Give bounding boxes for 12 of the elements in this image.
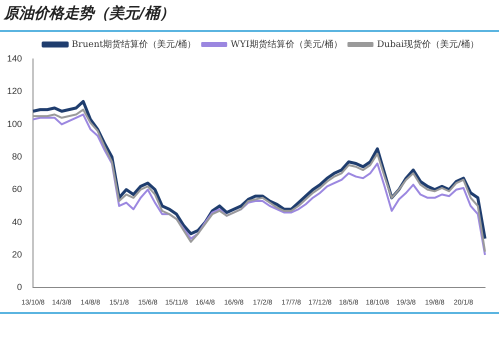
y-tick-label: 140 — [6, 53, 22, 64]
y-tick-label: 60 — [12, 184, 22, 194]
y-tick-label: 20 — [12, 249, 22, 260]
y-tick-label: 120 — [6, 86, 22, 96]
legend-label: Bruent期货结算价（美元/桶） — [72, 38, 196, 50]
y-tick-label: 100 — [6, 118, 22, 129]
y-tick-label: 80 — [12, 151, 22, 162]
legend-label: WYI期货结算价（美元/桶） — [230, 38, 342, 50]
y-tick-label: 0 — [17, 282, 22, 292]
chart-title: 原油价格走势（美元/桶） — [4, 4, 174, 23]
y-tick-label: 40 — [12, 216, 22, 227]
legend-label: Dubai现货价（美元/桶） — [376, 38, 480, 50]
